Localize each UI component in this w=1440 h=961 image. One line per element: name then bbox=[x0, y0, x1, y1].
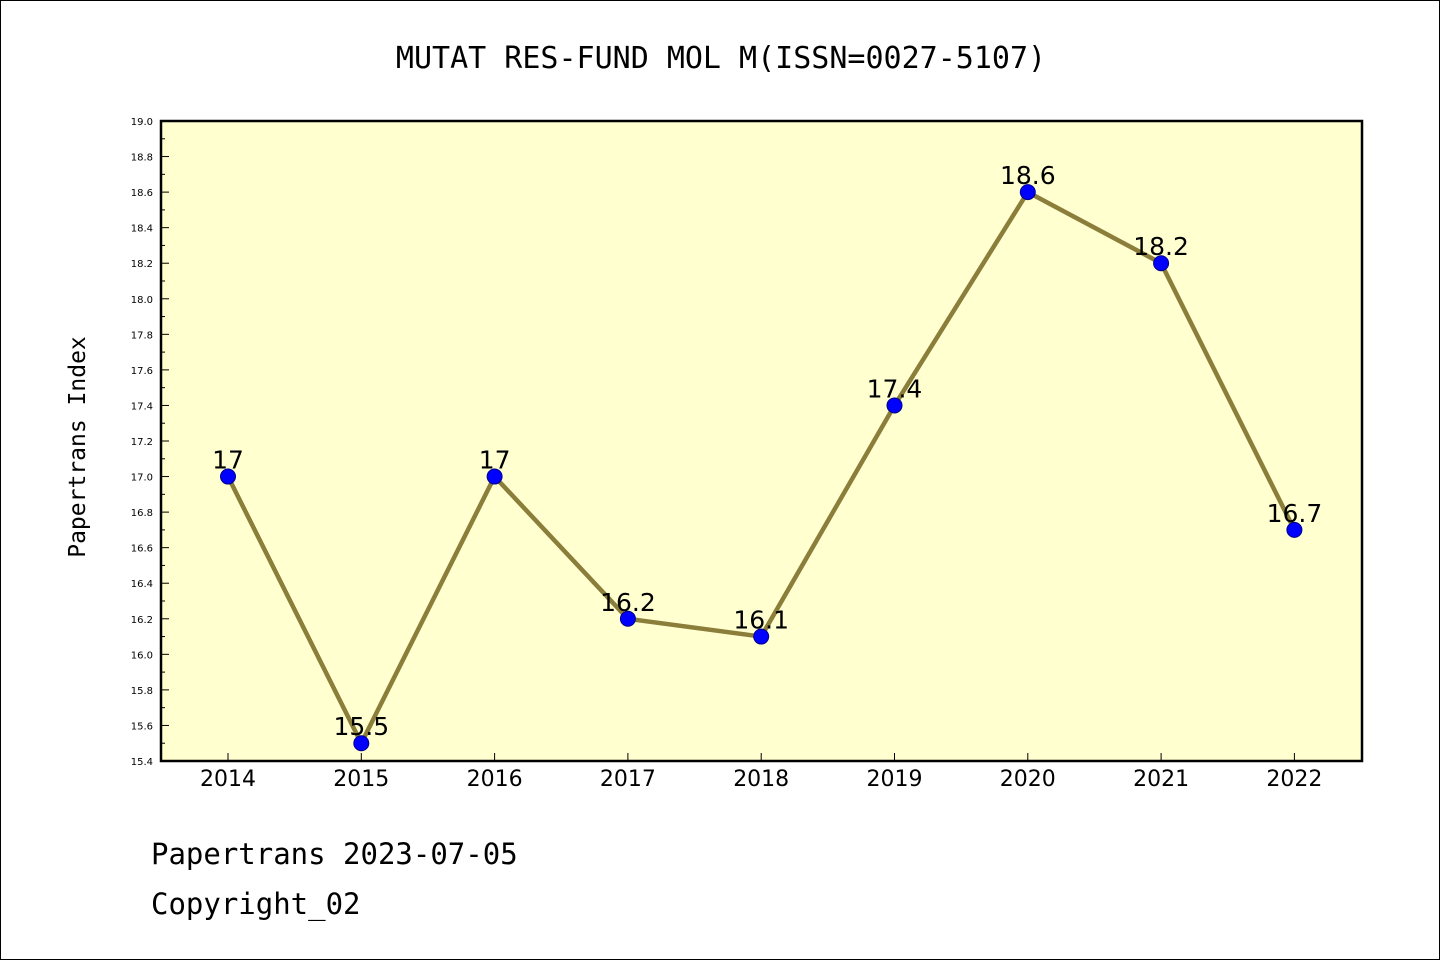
data-label: 17.4 bbox=[867, 374, 923, 403]
data-label: 17 bbox=[212, 446, 244, 475]
x-tick-label: 2015 bbox=[333, 767, 389, 792]
footer-copyright: Copyright_02 bbox=[151, 887, 361, 921]
data-point bbox=[353, 735, 370, 752]
y-tick-label: 15.6 bbox=[131, 721, 153, 732]
y-tick-label: 15.8 bbox=[131, 686, 153, 697]
y-tick-label: 16.0 bbox=[131, 650, 153, 661]
y-tick-label: 15.4 bbox=[131, 757, 153, 768]
x-tick-label: 2020 bbox=[1000, 767, 1056, 792]
y-tick-label: 17.0 bbox=[131, 473, 153, 484]
data-point bbox=[619, 610, 636, 627]
plot-border bbox=[159, 119, 1364, 763]
y-tick-label: 17.4 bbox=[131, 401, 153, 412]
y-tick-label: 17.6 bbox=[131, 366, 153, 377]
data-label: 18.2 bbox=[1133, 232, 1189, 261]
data-point bbox=[220, 468, 236, 485]
y-tick-label: 17.8 bbox=[131, 330, 153, 341]
y-tick-label: 18.2 bbox=[131, 259, 153, 270]
data-label: 17 bbox=[479, 446, 511, 475]
data-point bbox=[886, 397, 903, 414]
x-tick-label: 2016 bbox=[467, 767, 523, 792]
data-point bbox=[486, 468, 503, 485]
data-label: 16.7 bbox=[1267, 499, 1323, 528]
plot-area bbox=[161, 121, 1362, 761]
x-tick-label: 2019 bbox=[867, 767, 923, 792]
y-tick-label: 17.2 bbox=[131, 437, 153, 448]
x-axis: 2014 2015 2016 2017 2018 2019 2020 2021 2022 bbox=[200, 753, 1322, 792]
data-label: 16.1 bbox=[733, 606, 789, 635]
x-tick-label: 2022 bbox=[1266, 767, 1322, 792]
x-tick-label: 2021 bbox=[1133, 767, 1189, 792]
y-tick-label: 16.6 bbox=[131, 544, 153, 555]
y-tick-label: 18.8 bbox=[131, 153, 153, 164]
data-label: 18.6 bbox=[1000, 161, 1056, 190]
data-point bbox=[1153, 255, 1170, 272]
y-tick-label: 16.2 bbox=[131, 615, 153, 626]
y-tick-label: 18.6 bbox=[131, 188, 153, 199]
data-label: 15.5 bbox=[333, 712, 389, 741]
y-tick-label: 16.4 bbox=[131, 579, 153, 590]
data-points bbox=[220, 184, 1303, 752]
y-axis-label: Papertrans Index bbox=[65, 336, 91, 558]
footer-date-line: Papertrans 2023-07-05 bbox=[151, 837, 518, 871]
x-tick-label: 2014 bbox=[200, 767, 256, 792]
data-point bbox=[1286, 521, 1303, 538]
y-axis: 15.4 15.6 15.8 16.0 16.2 16.4 16.6 16.8 17.0 17.2… bbox=[131, 117, 169, 768]
x-tick-label: 2017 bbox=[600, 767, 656, 792]
data-point bbox=[753, 628, 770, 645]
chart-title: MUTAT RES-FUND MOL M(ISSN=0027-5107) bbox=[396, 41, 1046, 76]
x-tick-label: 2018 bbox=[733, 767, 789, 792]
y-tick-label: 18.0 bbox=[131, 295, 153, 306]
data-point bbox=[1019, 184, 1036, 201]
y-tick-label: 16.8 bbox=[131, 508, 153, 519]
data-labels: 17 15.5 17 16.2 16.1 17.4 18.6 18.2 16.7 bbox=[212, 161, 1322, 741]
data-label: 16.2 bbox=[600, 588, 656, 617]
y-tick-label: 19.0 bbox=[131, 117, 153, 128]
y-tick-label: 18.4 bbox=[131, 224, 153, 235]
